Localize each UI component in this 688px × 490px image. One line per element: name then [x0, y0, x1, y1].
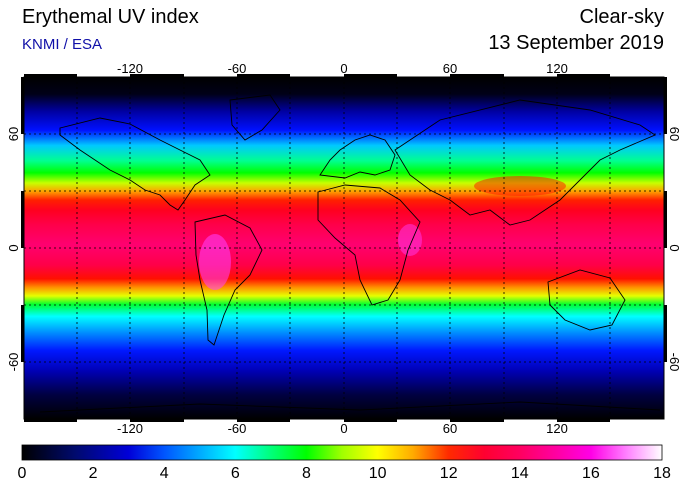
lat-label-left: 60: [6, 127, 21, 141]
colorbar-label: 12: [440, 465, 458, 482]
east-africa-high-uv: [398, 224, 422, 256]
greenland-coast: [229, 94, 281, 141]
lat-labels-right: 60 0 -60: [667, 127, 682, 372]
lat-label-right: -60: [667, 353, 682, 372]
andes-high-uv: [199, 234, 231, 290]
lon-labels-top: -120 -60 0 60 120: [117, 61, 568, 76]
lat-label-right: 0: [667, 244, 682, 251]
colorbar-label: 10: [369, 465, 387, 482]
lat-label-right: 60: [667, 127, 682, 141]
lat-labels-left: 60 0 -60: [6, 127, 21, 372]
south-america-coast: [194, 214, 263, 346]
colorbar-label: 8: [302, 465, 311, 482]
colorbar-label: 18: [653, 465, 671, 482]
gridlines: [24, 77, 664, 419]
date-label: 13 September 2019: [488, 32, 664, 54]
lon-label-top: -120: [117, 61, 143, 76]
colorbar-label: 2: [89, 465, 98, 482]
lon-label-top: 0: [340, 61, 347, 76]
asia-coast: [394, 99, 656, 226]
colorbar-label: 14: [511, 465, 529, 482]
tibet-high-uv: [474, 176, 566, 196]
colorbar-label: 4: [160, 465, 169, 482]
lon-label-top: 60: [443, 61, 457, 76]
colorbar-label: 6: [231, 465, 240, 482]
colorbar: [21, 444, 663, 461]
frame-stripes: [21, 74, 667, 422]
lon-label-bottom: 60: [443, 421, 457, 436]
antarctica-coast: [39, 401, 661, 413]
colorbar-labels: 0 2 4 6 8 10 12 14 16 18: [18, 465, 671, 482]
lon-labels-bottom: -120 -60 0 60 120: [117, 421, 568, 436]
lon-label-bottom: 120: [546, 421, 568, 436]
lon-label-top: -60: [228, 61, 247, 76]
colorbar-label: 0: [18, 465, 27, 482]
sky-condition-label: Clear-sky: [579, 6, 664, 28]
lon-label-bottom: -60: [228, 421, 247, 436]
map-title: Erythemal UV index: [22, 6, 199, 28]
lon-label-bottom: 0: [340, 421, 347, 436]
source-label: KNMI / ESA: [22, 36, 103, 53]
lon-label-bottom: -120: [117, 421, 143, 436]
north-america-coast: [59, 117, 211, 211]
lat-label-left: 0: [6, 244, 21, 251]
lat-label-left: -60: [6, 353, 21, 372]
australia-coast: [547, 269, 626, 331]
colorbar-label: 16: [582, 465, 600, 482]
europe-coast: [319, 134, 396, 179]
lon-label-top: 120: [546, 61, 568, 76]
africa-coast: [317, 184, 421, 306]
coastlines: [39, 94, 661, 413]
